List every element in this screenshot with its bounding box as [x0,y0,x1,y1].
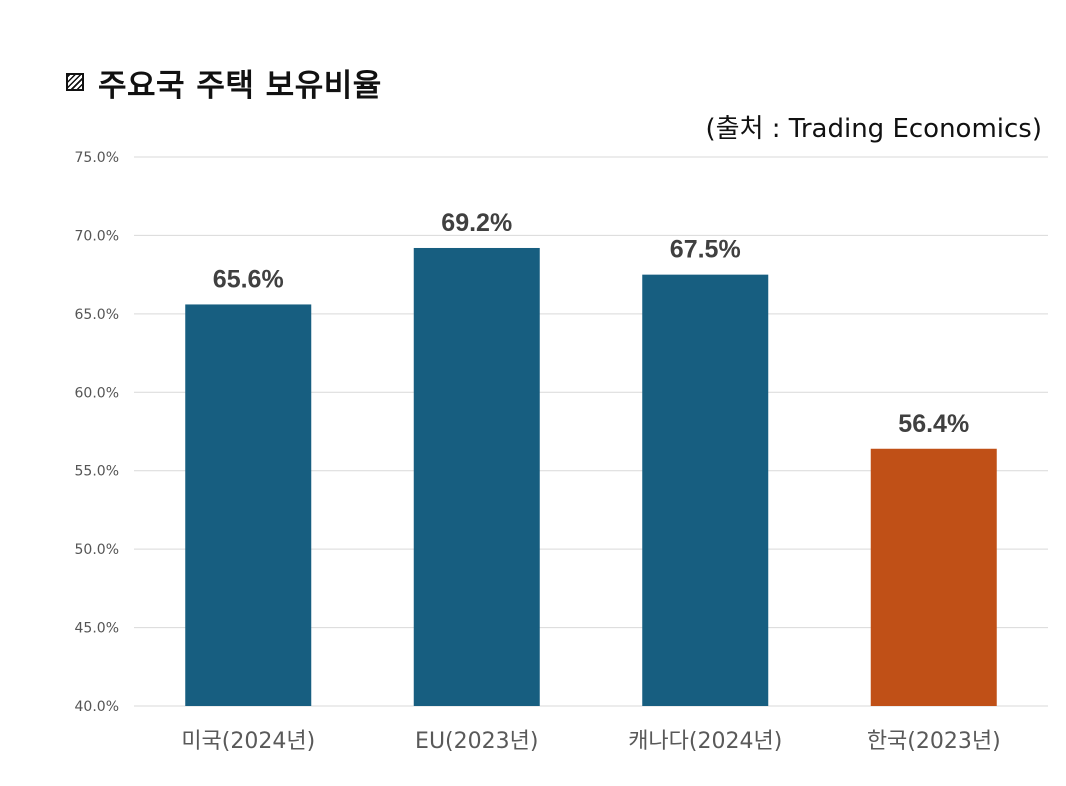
hatched-square-icon [66,73,84,91]
x-tick-label: EU(2023년) [415,729,538,754]
y-tick-label: 70.0% [75,228,119,244]
x-tick-label: 미국(2024년) [181,729,315,754]
y-tick-label: 55.0% [75,464,119,480]
y-tick-label: 65.0% [75,307,119,323]
bar [185,304,312,706]
data-label: 67.5% [670,236,741,264]
bar [870,448,997,706]
bar [413,247,540,706]
y-tick-label: 50.0% [75,542,119,558]
data-label: 56.4% [898,410,969,438]
chart-source: (출처 : Trading Economics) [705,114,1042,144]
bar [642,274,769,706]
y-tick-label: 75.0% [75,150,119,166]
x-tick-label: 캐나다(2024년) [628,729,782,754]
data-label: 65.6% [213,265,284,293]
y-tick-label: 40.0% [75,699,119,715]
y-tick-label: 60.0% [75,385,119,401]
data-label: 69.2% [441,209,512,237]
x-tick-label: 한국(2023년) [867,729,1001,754]
y-tick-label: 45.0% [75,621,119,637]
chart-title: 주요국 주택 보유비율 [66,60,382,104]
chart-title-text: 주요국 주택 보유비율 [98,67,382,104]
